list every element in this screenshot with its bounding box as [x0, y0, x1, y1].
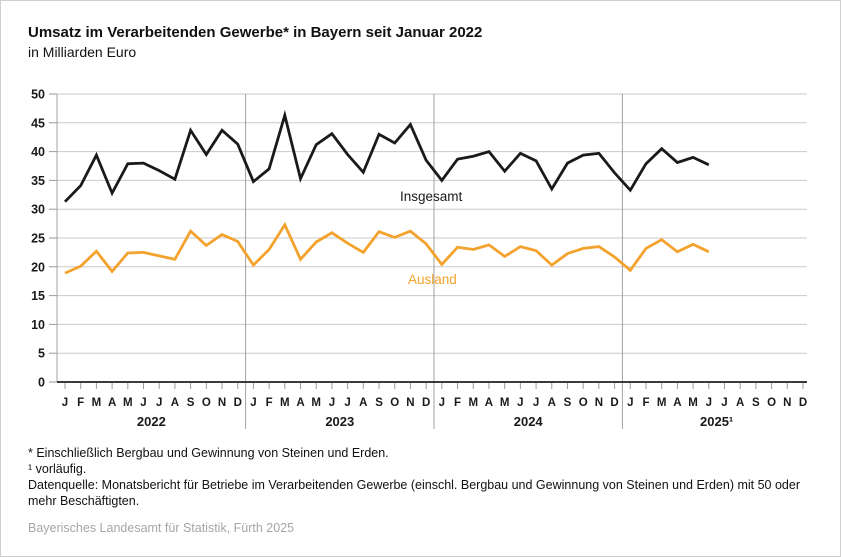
svg-text:N: N — [218, 397, 226, 409]
svg-text:J: J — [721, 397, 727, 409]
svg-text:O: O — [767, 397, 776, 409]
svg-text:J: J — [329, 397, 335, 409]
svg-text:F: F — [454, 397, 461, 409]
svg-text:F: F — [266, 397, 273, 409]
svg-text:F: F — [642, 397, 649, 409]
svg-text:O: O — [390, 397, 399, 409]
svg-text:35: 35 — [31, 174, 45, 188]
svg-text:A: A — [673, 397, 681, 409]
svg-text:10: 10 — [31, 318, 45, 332]
chart-title: Umsatz im Verarbeitenden Gewerbe* in Bay… — [28, 24, 483, 41]
svg-text:A: A — [485, 397, 493, 409]
axes — [49, 93, 807, 389]
svg-text:D: D — [234, 397, 242, 409]
svg-text:N: N — [783, 397, 791, 409]
svg-text:0: 0 — [38, 376, 45, 390]
series-lines — [63, 109, 710, 275]
svg-text:50: 50 — [31, 88, 45, 102]
svg-text:A: A — [359, 397, 367, 409]
footnote-asterisk: * Einschließlich Bergbau und Gewinnung v… — [28, 446, 389, 460]
svg-text:S: S — [564, 397, 572, 409]
svg-text:D: D — [610, 397, 618, 409]
footnote-datasource: Datenquelle: Monatsbericht für Betriebe … — [28, 478, 800, 508]
svg-text:2024: 2024 — [514, 414, 544, 429]
svg-text:15: 15 — [31, 289, 45, 303]
svg-text:2023: 2023 — [325, 414, 354, 429]
series-line-ausland — [64, 221, 710, 275]
svg-text:F: F — [77, 397, 84, 409]
svg-text:20: 20 — [31, 260, 45, 274]
svg-text:J: J — [140, 397, 146, 409]
svg-text:A: A — [296, 397, 304, 409]
svg-text:M: M — [280, 397, 290, 409]
chart-header: Umsatz im Verarbeitenden Gewerbe* in Bay… — [28, 23, 482, 62]
svg-text:40: 40 — [31, 145, 45, 159]
svg-text:S: S — [187, 397, 195, 409]
svg-text:J: J — [250, 397, 256, 409]
svg-text:M: M — [123, 397, 133, 409]
svg-text:S: S — [375, 397, 383, 409]
svg-text:M: M — [311, 397, 321, 409]
series-line-insgesamt — [63, 109, 710, 203]
svg-text:J: J — [156, 397, 162, 409]
svg-text:45: 45 — [31, 116, 45, 130]
svg-text:5: 5 — [38, 347, 45, 361]
svg-text:2022: 2022 — [137, 414, 166, 429]
gridlines — [57, 93, 807, 429]
svg-text:2025¹: 2025¹ — [700, 414, 733, 429]
svg-text:N: N — [595, 397, 603, 409]
svg-text:A: A — [108, 397, 116, 409]
svg-text:D: D — [799, 397, 807, 409]
svg-text:S: S — [752, 397, 760, 409]
svg-text:30: 30 — [31, 203, 45, 217]
svg-text:M: M — [688, 397, 698, 409]
svg-text:M: M — [500, 397, 510, 409]
svg-text:M: M — [657, 397, 667, 409]
svg-text:A: A — [171, 397, 179, 409]
attribution: Bayerisches Landesamt für Statistik, Für… — [28, 521, 295, 535]
svg-text:J: J — [439, 397, 445, 409]
svg-text:A: A — [548, 397, 556, 409]
svg-text:O: O — [202, 397, 211, 409]
svg-text:N: N — [406, 397, 414, 409]
chart-subtitle: in Milliarden Euro — [28, 44, 137, 60]
svg-text:A: A — [736, 397, 744, 409]
series-label-ausland: Ausland — [408, 272, 457, 287]
svg-text:25: 25 — [31, 232, 45, 246]
series-label-insgesamt: Insgesamt — [400, 189, 463, 204]
svg-text:O: O — [579, 397, 588, 409]
svg-text:J: J — [517, 397, 523, 409]
footnotes: * Einschließlich Bergbau und Gewinnung v… — [28, 445, 808, 536]
svg-text:J: J — [344, 397, 350, 409]
svg-text:J: J — [627, 397, 633, 409]
svg-text:J: J — [533, 397, 539, 409]
svg-text:J: J — [62, 397, 68, 409]
footnote-preliminary: ¹ vorläufig. — [28, 462, 87, 476]
svg-text:J: J — [706, 397, 712, 409]
svg-text:M: M — [468, 397, 478, 409]
svg-text:M: M — [92, 397, 102, 409]
svg-text:D: D — [422, 397, 430, 409]
